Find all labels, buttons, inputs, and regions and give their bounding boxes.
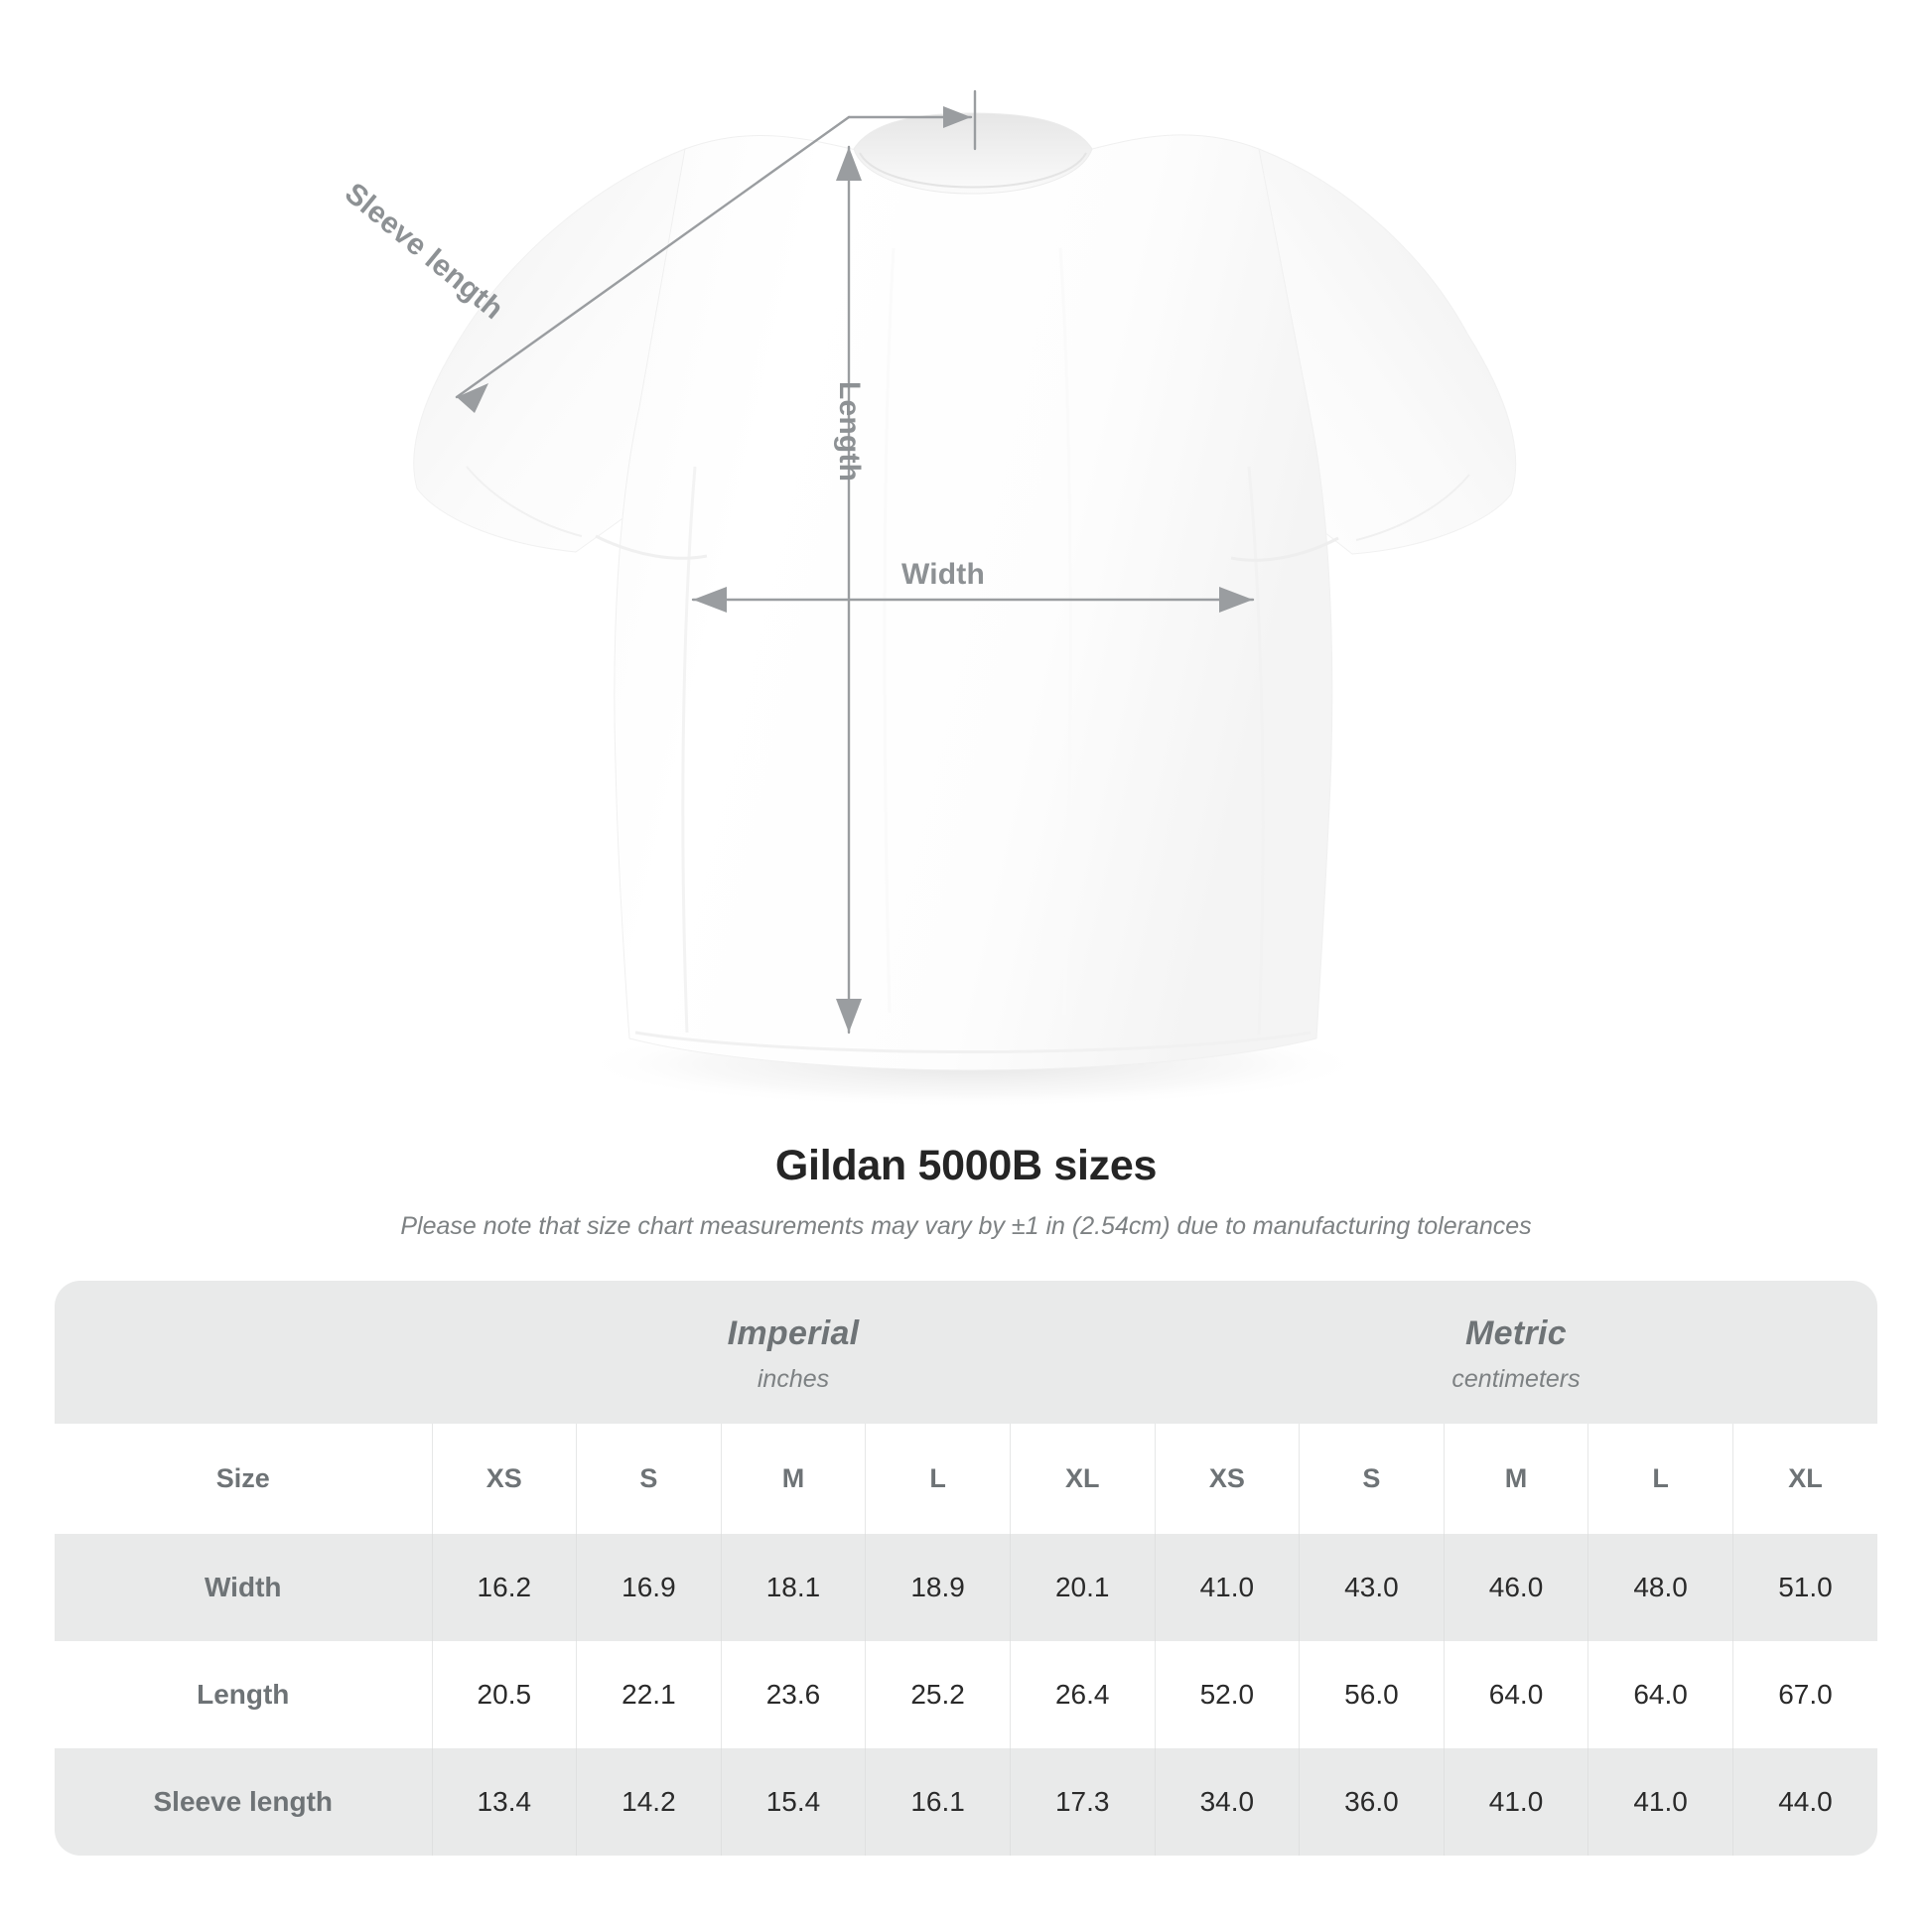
cell-width-metric-l: 48.0	[1587, 1534, 1733, 1641]
title-block: Gildan 5000B sizes Please note that size…	[0, 1142, 1932, 1241]
cell-sleeve-metric-m: 41.0	[1443, 1748, 1588, 1856]
table-row: Length 20.5 22.1 23.6 25.2 26.4 52.0 56.…	[55, 1641, 1877, 1748]
cell-width-imperial-m: 18.1	[720, 1534, 866, 1641]
size-col-metric-s: S	[1299, 1424, 1445, 1534]
cell-width-metric-s: 43.0	[1299, 1534, 1445, 1641]
cell-sleeve-imperial-m: 15.4	[720, 1748, 866, 1856]
row-label-sleeve-length: Sleeve length	[55, 1748, 432, 1856]
cell-width-imperial-xl: 20.1	[1009, 1534, 1156, 1641]
size-header-label: Size	[55, 1424, 432, 1534]
size-col-metric-l: L	[1587, 1424, 1733, 1534]
cell-sleeve-metric-s: 36.0	[1299, 1748, 1445, 1856]
cell-length-imperial-m: 23.6	[720, 1641, 866, 1748]
size-col-imperial-s: S	[576, 1424, 722, 1534]
unit-group-imperial-name: Imperial	[727, 1314, 860, 1352]
cell-length-metric-xl: 67.0	[1731, 1641, 1877, 1748]
table-row: Sleeve length 13.4 14.2 15.4 16.1 17.3 3…	[55, 1748, 1877, 1856]
row-label-width: Width	[55, 1534, 432, 1641]
cell-width-imperial-s: 16.9	[576, 1534, 722, 1641]
cell-length-imperial-l: 25.2	[865, 1641, 1011, 1748]
cell-length-imperial-xl: 26.4	[1009, 1641, 1156, 1748]
cell-length-metric-m: 64.0	[1443, 1641, 1588, 1748]
table-row: Width 16.2 16.9 18.1 18.9 20.1 41.0 43.0…	[55, 1534, 1877, 1641]
unit-header-row: Imperial inches Metric centimeters	[55, 1281, 1877, 1424]
cell-width-imperial-l: 18.9	[865, 1534, 1011, 1641]
cell-length-imperial-xs: 20.5	[431, 1641, 577, 1748]
row-label-length: Length	[55, 1641, 432, 1748]
unit-group-metric-sub: centimeters	[1451, 1365, 1581, 1393]
length-label: Length	[833, 381, 866, 483]
cell-length-metric-xs: 52.0	[1154, 1641, 1300, 1748]
size-table-wrapper: Imperial inches Metric centimeters Size …	[55, 1281, 1877, 1856]
size-col-imperial-l: L	[865, 1424, 1011, 1534]
cell-width-metric-m: 46.0	[1443, 1534, 1588, 1641]
cell-sleeve-metric-l: 41.0	[1587, 1748, 1733, 1856]
size-col-imperial-xs: XS	[431, 1424, 577, 1534]
garment-diagram: Sleeve length Length Width	[339, 89, 1517, 1108]
cell-width-metric-xl: 51.0	[1731, 1534, 1877, 1641]
unit-group-metric: Metric centimeters	[1155, 1281, 1877, 1424]
unit-group-imperial: Imperial inches	[432, 1281, 1156, 1424]
cell-width-imperial-xs: 16.2	[431, 1534, 577, 1641]
size-table: Imperial inches Metric centimeters Size …	[55, 1281, 1877, 1856]
cell-width-metric-xs: 41.0	[1154, 1534, 1300, 1641]
unit-header-corner	[55, 1281, 432, 1424]
size-col-imperial-xl: XL	[1009, 1424, 1156, 1534]
cell-length-metric-s: 56.0	[1299, 1641, 1445, 1748]
cell-sleeve-metric-xs: 34.0	[1154, 1748, 1300, 1856]
cell-sleeve-imperial-xl: 17.3	[1009, 1748, 1156, 1856]
unit-group-metric-name: Metric	[1465, 1314, 1567, 1352]
tolerance-note: Please note that size chart measurements…	[400, 1212, 1532, 1240]
cell-sleeve-metric-xl: 44.0	[1731, 1748, 1877, 1856]
size-col-imperial-m: M	[720, 1424, 866, 1534]
size-col-metric-xs: XS	[1154, 1424, 1300, 1534]
cell-sleeve-imperial-s: 14.2	[576, 1748, 722, 1856]
size-header-row: Size XS S M L XL XS S M L XL	[55, 1424, 1877, 1534]
cell-length-imperial-s: 22.1	[576, 1641, 722, 1748]
cell-sleeve-imperial-xs: 13.4	[431, 1748, 577, 1856]
cell-sleeve-imperial-l: 16.1	[865, 1748, 1011, 1856]
cell-length-metric-l: 64.0	[1587, 1641, 1733, 1748]
unit-group-imperial-sub: inches	[757, 1365, 830, 1393]
width-label: Width	[901, 558, 986, 591]
page-title: Gildan 5000B sizes	[774, 1142, 1158, 1189]
size-col-metric-xl: XL	[1731, 1424, 1877, 1534]
size-col-metric-m: M	[1443, 1424, 1588, 1534]
